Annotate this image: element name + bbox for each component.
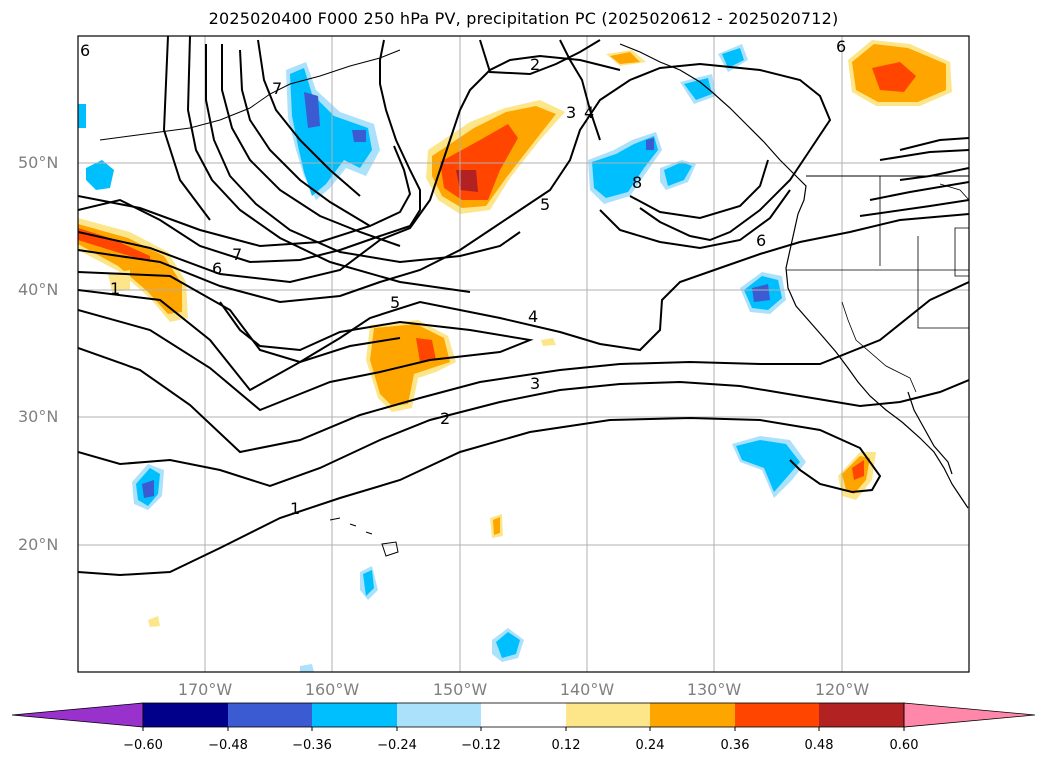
colorbar-extend-left [11,702,144,728]
lat-label: 50°N [18,153,59,172]
contour-label: 2 [440,409,450,428]
contour-label: 6 [756,231,766,250]
contour-label: 4 [528,307,538,326]
contour-labels: 1 2 2 3 3 4 4 5 5 6 6 6 6 7 7 8 1 [80,37,846,518]
contour-label: 3 [530,374,540,393]
colorbar-tick-label: 0.24 [635,738,665,753]
contour-label: 8 [632,173,642,192]
map-title: 2025020400 F000 250 hPa PV, precipitatio… [208,9,839,28]
lat-label: 20°N [18,535,59,554]
lon-label: 170°W [177,680,233,699]
colorbar-tick-label: −0.60 [123,738,163,753]
colorbar-segment [312,703,397,727]
contour-label: 1 [290,499,300,518]
contour-label: 4 [584,103,594,122]
colorbar [11,702,1036,731]
contour-label: 6 [212,259,222,278]
contour-label: 7 [232,245,242,264]
pv-contours [78,36,969,577]
colorbar-extend-right [903,702,1036,728]
lon-label: 120°W [814,680,870,699]
contour-label: 1 [110,279,120,298]
colorbar-tick-label: −0.24 [377,738,417,753]
colorbar-tick-label: 0.60 [889,738,919,753]
colorbar-tick-label: −0.12 [461,738,501,753]
map-frame [77,35,970,673]
colorbar-segment [481,703,566,727]
colorbar-segment [566,703,650,727]
colorbar-segment [650,703,735,727]
colorbar-tick-label: 0.36 [720,738,750,753]
lon-label: 150°W [432,680,488,699]
lat-label: 40°N [18,280,59,299]
contour-label: 3 [566,103,576,122]
colorbar-segment [143,703,228,727]
lon-label: 130°W [686,680,742,699]
colorbar-tick-label: 0.48 [804,738,834,753]
colorbar-tick-label: −0.36 [292,738,332,753]
lon-label: 160°W [304,680,360,699]
colorbar-segment [819,703,904,727]
contour-label: 6 [836,37,846,56]
lat-label: 30°N [18,407,59,426]
gridlines [78,36,969,672]
colorbar-segment [397,703,481,727]
colorbar-segment [228,703,312,727]
colorbar-tick-label: 0.12 [551,738,581,753]
colorbar-segment [735,703,819,727]
contour-label: 7 [272,79,282,98]
coastlines [99,43,969,557]
contour-label: 5 [540,195,550,214]
contour-label: 6 [80,41,90,60]
contour-label: 5 [390,293,400,312]
contour-label: 2 [530,55,540,74]
colorbar-tick-label: −0.48 [208,738,248,753]
lon-label: 140°W [559,680,615,699]
